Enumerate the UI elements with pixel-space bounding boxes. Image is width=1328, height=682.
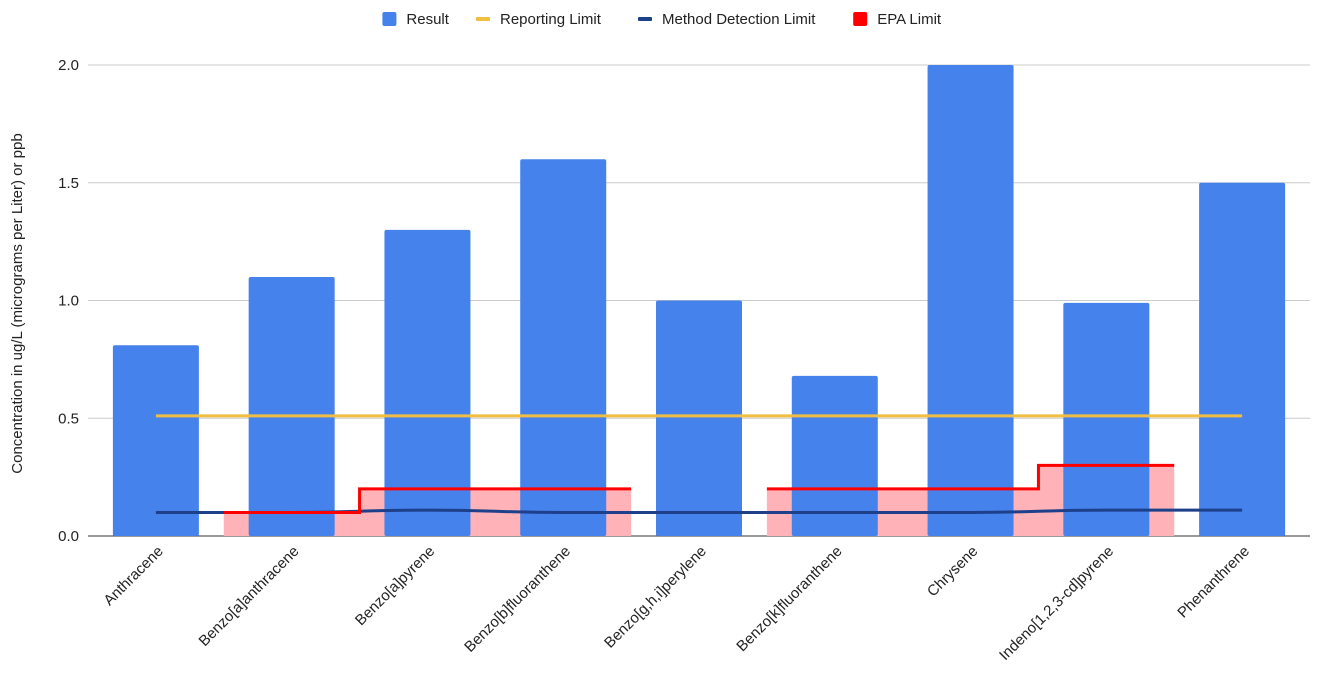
y-tick-label: 0.0 <box>58 528 79 545</box>
legend-label: Method Detection Limit <box>662 11 816 28</box>
legend-item: EPA Limit <box>853 11 942 28</box>
result-bar-9 <box>1199 182 1286 536</box>
x-category-label: Anthracene <box>100 543 166 609</box>
y-tick-label: 1.5 <box>58 175 79 192</box>
y-tick-label: 2.0 <box>58 57 79 74</box>
result-bar-8 <box>1063 302 1150 536</box>
x-category-label: Benzo[a]anthracene <box>196 543 303 650</box>
x-category-label: Benzo[b]fluoranthene <box>461 543 574 656</box>
epa-limit-line <box>766 463 1175 491</box>
legend: Result Reporting Limit Method Detection Li… <box>382 11 942 28</box>
x-category-label: Benzo[a]pyrene <box>352 543 438 629</box>
result-bar-3 <box>384 229 471 536</box>
y-tick-label: 1.0 <box>58 293 79 310</box>
result-bar-1 <box>112 345 199 536</box>
legend-label: Reporting Limit <box>500 11 602 28</box>
result-bars <box>112 65 1286 536</box>
legend-label: EPA Limit <box>877 11 942 28</box>
legend-swatch <box>853 12 868 26</box>
legend-item: Reporting Limit <box>476 11 602 28</box>
y-tick-label: 0.5 <box>58 410 79 427</box>
result-bar-2 <box>248 276 335 536</box>
x-category-label: Chrysene <box>924 543 981 600</box>
y-axis-title: Concentration in ug/L (micrograms per Li… <box>9 133 26 473</box>
legend-swatch <box>382 12 397 26</box>
x-category-label: Benzo[g,h,i]perylene <box>601 543 710 652</box>
limit-lines <box>155 414 1243 514</box>
result-bar-7 <box>927 65 1014 536</box>
legend-swatch <box>476 17 490 21</box>
epa-limit-line <box>223 487 632 514</box>
result-bar-4 <box>520 159 607 536</box>
y-tick-labels: 0.0 0.5 1.0 1.5 2.0 <box>58 57 79 545</box>
result-bar-5 <box>656 300 742 536</box>
x-category-label: Benzo[k]fluoranthene <box>733 543 845 655</box>
x-category-labels: Anthracene Benzo[a]anthracene Benzo[a]pyre… <box>100 543 1253 664</box>
x-category-label: Phenanthrene <box>1174 543 1253 622</box>
x-category-label: Indeno[1,2,3-cd]pyrene <box>996 543 1117 664</box>
legend-swatch <box>638 17 652 21</box>
legend-item: Result <box>382 11 450 28</box>
legend-item: Method Detection Limit <box>638 11 816 28</box>
legend-label: Result <box>406 11 449 28</box>
